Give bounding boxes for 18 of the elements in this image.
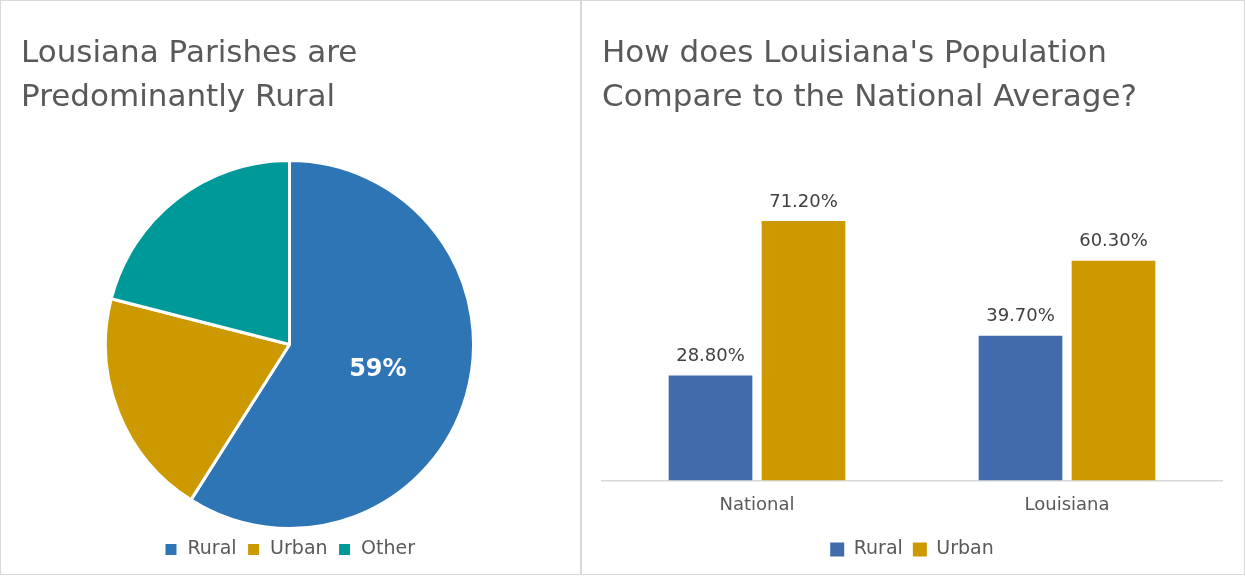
legend-label: Rural	[187, 536, 237, 559]
chart-title: Lousiana Parishes are Predominantly Rural	[21, 32, 359, 115]
legend-label: Rural	[853, 536, 903, 559]
data-label: 60.30%	[1079, 229, 1148, 251]
data-label: 39.70%	[986, 304, 1055, 326]
data-label: 28.80%	[676, 344, 745, 366]
bar	[761, 221, 846, 481]
bar	[668, 375, 753, 481]
bar	[1071, 260, 1156, 481]
data-label: 71.20%	[769, 189, 838, 211]
legend-label: Other	[361, 536, 416, 559]
legend-label: Urban	[270, 536, 328, 559]
x-tick-label: National	[719, 492, 795, 514]
x-tick-label: Louisiana	[1024, 492, 1110, 514]
legend-label: Urban	[936, 536, 994, 559]
bar	[978, 335, 1063, 481]
chart-title: How does Louisiana's Population Compare to the National Average?	[602, 32, 1138, 115]
data-label: 59%	[349, 354, 407, 383]
